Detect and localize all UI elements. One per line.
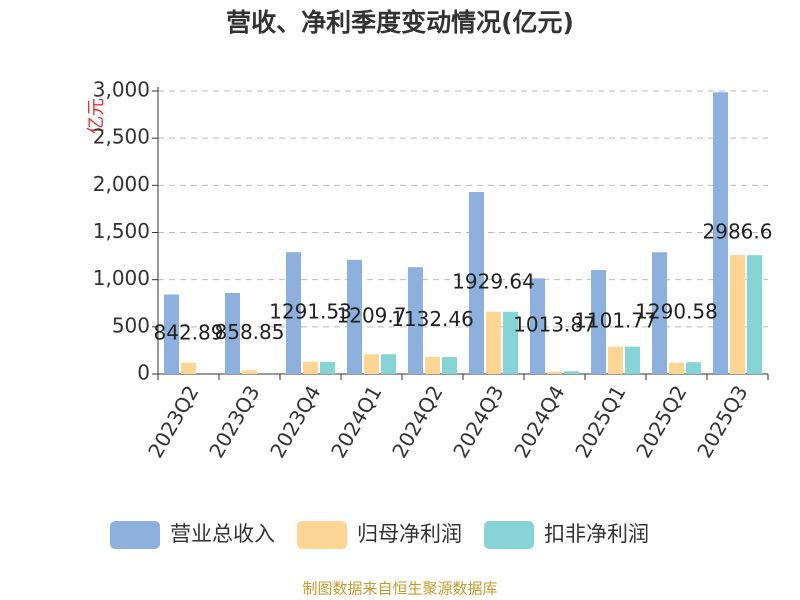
data-label: 842.89 bbox=[154, 321, 224, 345]
data-label: 1291.53 bbox=[269, 300, 352, 324]
x-tick-label: 2024Q2 bbox=[387, 381, 447, 462]
bar bbox=[425, 357, 440, 374]
bar bbox=[164, 294, 179, 374]
legend-label: 归母净利润 bbox=[357, 522, 462, 546]
bar bbox=[286, 252, 301, 374]
x-tick-label: 2023Q3 bbox=[204, 381, 264, 462]
bar bbox=[408, 267, 423, 374]
source-note: 制图数据来自恒生聚源数据库 bbox=[302, 580, 497, 598]
bar bbox=[564, 371, 579, 374]
data-label: 2986.6 bbox=[703, 220, 773, 244]
bar bbox=[625, 346, 640, 374]
data-label: 1101.77 bbox=[574, 309, 657, 333]
data-label: 858.85 bbox=[215, 320, 285, 344]
bar bbox=[225, 292, 240, 374]
y-tick-label: 1,000 bbox=[93, 266, 150, 290]
x-tick-label: 2025Q3 bbox=[692, 381, 752, 462]
data-label: 1290.58 bbox=[635, 300, 718, 324]
bar bbox=[591, 270, 606, 374]
bar bbox=[347, 259, 362, 374]
bar bbox=[503, 311, 518, 374]
bar bbox=[303, 361, 318, 374]
chart-title: 营收、净利季度变动情况(亿元) bbox=[226, 8, 574, 37]
bar bbox=[713, 92, 728, 374]
data-label: 1013.87 bbox=[513, 313, 596, 337]
x-tick-label: 2024Q3 bbox=[448, 381, 508, 462]
y-tick-label: 1,500 bbox=[93, 219, 150, 243]
bar bbox=[469, 191, 484, 374]
bar bbox=[242, 370, 257, 374]
legend-label: 营业总收入 bbox=[170, 522, 275, 546]
legend-swatch bbox=[110, 521, 160, 549]
bar bbox=[730, 255, 745, 374]
bar bbox=[530, 278, 545, 374]
x-tick-label: 2025Q2 bbox=[631, 381, 691, 462]
bar bbox=[320, 361, 335, 374]
y-tick-label: 0 bbox=[137, 361, 150, 385]
bar bbox=[747, 255, 762, 374]
bar bbox=[652, 252, 667, 374]
bar bbox=[181, 362, 196, 374]
y-tick-label: 2,500 bbox=[93, 125, 150, 149]
x-tick-label: 2024Q4 bbox=[509, 381, 569, 462]
data-label: 1132.46 bbox=[391, 307, 474, 331]
bar bbox=[669, 362, 684, 374]
y-tick-label: 500 bbox=[112, 313, 150, 337]
bar bbox=[686, 362, 701, 374]
bar bbox=[442, 357, 457, 374]
x-tick-label: 2023Q4 bbox=[265, 381, 325, 462]
legend-label: 扣非净利润 bbox=[544, 522, 649, 546]
x-tick-label: 2023Q2 bbox=[143, 381, 203, 462]
legend-swatch bbox=[297, 521, 347, 549]
bar bbox=[364, 354, 379, 374]
legend-swatch bbox=[484, 521, 534, 549]
y-tick-label: 3,000 bbox=[93, 78, 150, 102]
bar bbox=[486, 311, 501, 374]
bar bbox=[608, 346, 623, 374]
y-tick-label: 2,000 bbox=[93, 172, 150, 196]
bar bbox=[547, 371, 562, 374]
y-axis-label: 亿元 bbox=[86, 98, 107, 134]
x-tick-label: 2025Q1 bbox=[570, 381, 630, 462]
data-label: 1209.7 bbox=[337, 303, 407, 327]
bar bbox=[381, 354, 396, 374]
x-tick-label: 2024Q1 bbox=[326, 381, 386, 462]
data-label: 1929.64 bbox=[452, 269, 535, 293]
